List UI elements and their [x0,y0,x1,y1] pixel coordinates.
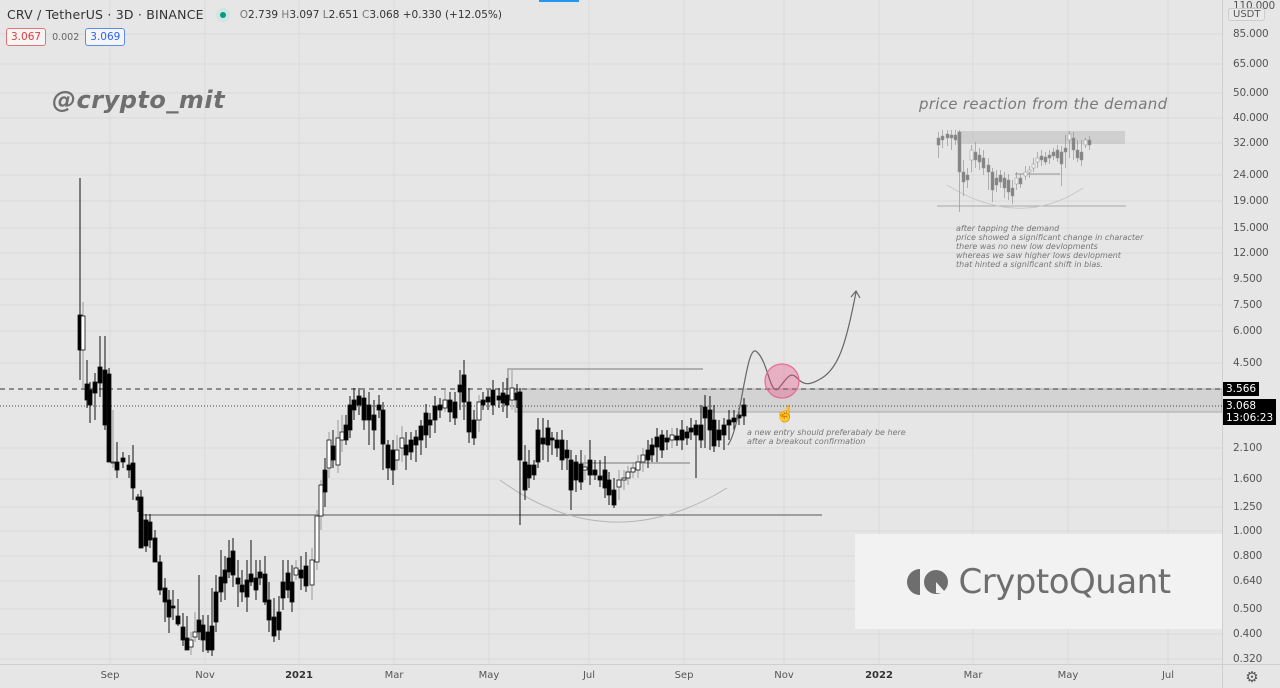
time-tick-label: Mar [384,670,404,681]
time-tick-label: Sep [674,670,694,681]
candles [77,178,747,656]
price-tick-label: 2.100 [1233,442,1263,454]
high-value: 3.097 [289,8,320,21]
rounding-bottom-arc [499,479,728,523]
time-tick-label: Nov [195,670,215,681]
demand-zone [514,388,1222,413]
projection-arrowhead [850,289,861,299]
cryptoquant-logo-text: CryptoQuant [958,561,1171,602]
price-tick-label: 1.600 [1233,473,1263,485]
time-tick-label: May [478,670,500,681]
price-tick-label: 6.000 [1233,325,1263,337]
spread-value: 0.002 [52,31,80,43]
price-tick-label: 12.000 [1233,247,1269,259]
price-tick-label: 0.800 [1233,550,1263,562]
level-price-label: 3.566 [1223,382,1260,396]
symbol-legend[interactable]: CRV / TetherUS · 3D · BINANCE O2.739 H3.… [7,7,502,22]
market-status-dot-icon [215,7,230,22]
top-tab-indicator [539,0,579,2]
price-tick-label: 0.320 [1233,653,1263,665]
price-tick-label: 1.000 [1233,525,1263,537]
hand-cursor-icon: ☝ [775,406,795,423]
time-axis[interactable]: Sep Nov 2021 Mar May Jul Sep Nov 2022 Mar May Jul [0,664,1222,688]
chart-pane[interactable]: CRV / TetherUS · 3D · BINANCE O2.739 H3.… [0,0,1222,664]
candlestick-chart[interactable] [0,0,1222,664]
author-watermark: @crypto_mit [52,86,226,114]
quote-row: 3.067 0.002 3.069 [6,28,126,46]
price-tick-label: 9.500 [1233,273,1263,285]
price-axis[interactable]: 110.000 85.000 65.000 50.000 40.000 32.000 24.… [1222,0,1280,665]
price-tick-label: 1.250 [1233,501,1263,513]
inset-chart [936,130,1126,212]
time-tick-label: Sep [100,670,120,681]
buy-price-button[interactable]: 3.069 [85,28,126,46]
currency-label[interactable]: USDT [1228,8,1266,21]
sell-price-button[interactable]: 3.067 [6,28,47,46]
chart-settings-gear-icon[interactable]: ⚙ [1222,664,1280,688]
price-tick-label: 19.000 [1233,195,1269,207]
price-tick-label: 24.000 [1233,169,1269,181]
change-value: +0.330 (+12.05%) [402,8,502,21]
range-high-line [507,368,703,388]
price-tick-label: 50.000 [1233,87,1269,99]
inset-title-annotation: price reaction from the demand [919,95,1168,113]
inset-note-annotation: after tapping the demand price showed a … [956,224,1144,269]
entry-circle-marker [764,363,800,399]
close-value: 3.068 [369,8,400,21]
price-tick-label: 15.000 [1233,222,1269,234]
cryptoquant-logo: CryptoQuant [855,534,1222,629]
time-tick-label: 2022 [865,670,893,681]
symbol-title[interactable]: CRV / TetherUS · 3D · BINANCE [7,7,204,22]
price-tick-label: 40.000 [1233,112,1269,124]
last-price-label: 3.068 13:06:23 [1223,399,1277,425]
price-tick-label: 65.000 [1233,58,1269,70]
price-tick-label: 0.640 [1233,575,1263,587]
bar-countdown: 13:06:23 [1226,412,1274,424]
price-tick-label: 4.500 [1233,357,1263,369]
time-tick-label: 2021 [285,670,313,681]
cryptoquant-logo-icon [907,568,949,595]
price-tick-label: 32.000 [1233,137,1269,149]
time-tick-label: Nov [774,670,794,681]
entry-note-annotation: a new entry should preferabaly be here a… [747,428,906,446]
projection-path [727,291,857,446]
open-value: 2.739 [248,8,279,21]
time-tick-label: May [1057,670,1079,681]
price-tick-label: 0.400 [1233,628,1263,640]
ohlc-values: O2.739 H3.097 L2.651 C3.068 +0.330 (+12.… [239,8,502,21]
price-tick-label: 85.000 [1233,28,1269,40]
low-value: 2.651 [328,8,359,21]
price-tick-label: 0.500 [1233,603,1263,615]
time-tick-label: Jul [582,670,596,681]
time-tick-label: Mar [963,670,983,681]
price-tick-label: 7.500 [1233,299,1263,311]
time-tick-label: Jul [1161,670,1175,681]
